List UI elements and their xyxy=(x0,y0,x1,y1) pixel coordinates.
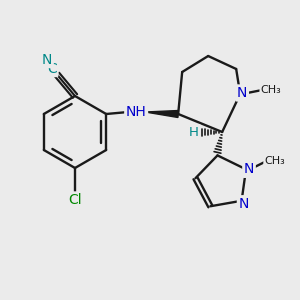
Text: CH₃: CH₃ xyxy=(265,156,285,166)
Text: CH₃: CH₃ xyxy=(261,85,282,95)
Text: N: N xyxy=(237,86,247,100)
Text: C: C xyxy=(47,61,57,76)
Text: H: H xyxy=(189,125,199,139)
Text: Cl: Cl xyxy=(68,193,82,207)
Text: NH: NH xyxy=(126,105,147,119)
Polygon shape xyxy=(145,110,178,118)
Text: N: N xyxy=(244,162,254,176)
Text: N: N xyxy=(42,52,52,67)
Text: N: N xyxy=(238,197,249,211)
